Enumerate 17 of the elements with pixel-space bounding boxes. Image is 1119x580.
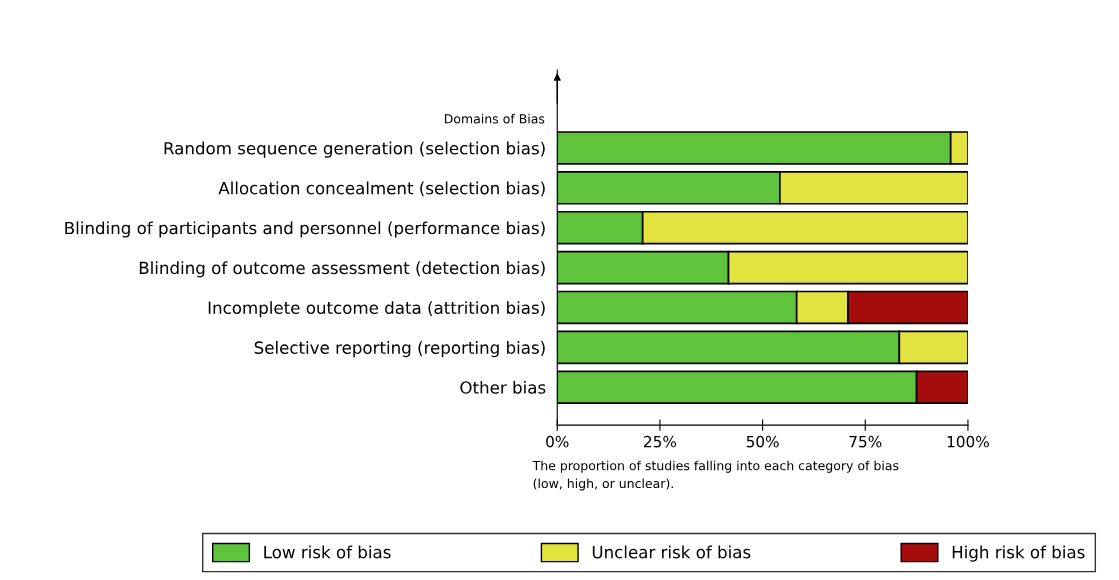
- legend-label: Unclear risk of bias: [592, 545, 751, 559]
- y-axis-title: Domains of Bias: [444, 113, 545, 124]
- y-tick-label: Other bias: [460, 380, 546, 394]
- y-tick-label: Selective reporting (reporting bias): [254, 341, 545, 358]
- x-tick-label: 25%: [644, 435, 677, 448]
- legend-label: High risk of bias: [952, 545, 1085, 562]
- y-tick-label: Blinding of outcome assessment (detection bias): [139, 261, 545, 278]
- legend-label: Low risk of bias: [264, 545, 391, 559]
- y-tick-label: Random sequence generation (selection bias): [164, 141, 545, 158]
- x-tick-label: 50%: [746, 435, 779, 448]
- x-tick-label: 100%: [947, 435, 989, 448]
- x-axis-title: The proportion of studies falling into each category of bias (low, high, or unclear).: [532, 460, 899, 491]
- x-tick-label: 75%: [849, 435, 882, 448]
- x-tick-label: 0%: [546, 435, 569, 448]
- y-tick-label: Blinding of participants and personnel (performance bias): [65, 221, 545, 238]
- y-tick-label: Incomplete outcome data (attrition bias): [208, 301, 545, 318]
- y-tick-label: Allocation concealment (selection bias): [218, 181, 545, 197]
